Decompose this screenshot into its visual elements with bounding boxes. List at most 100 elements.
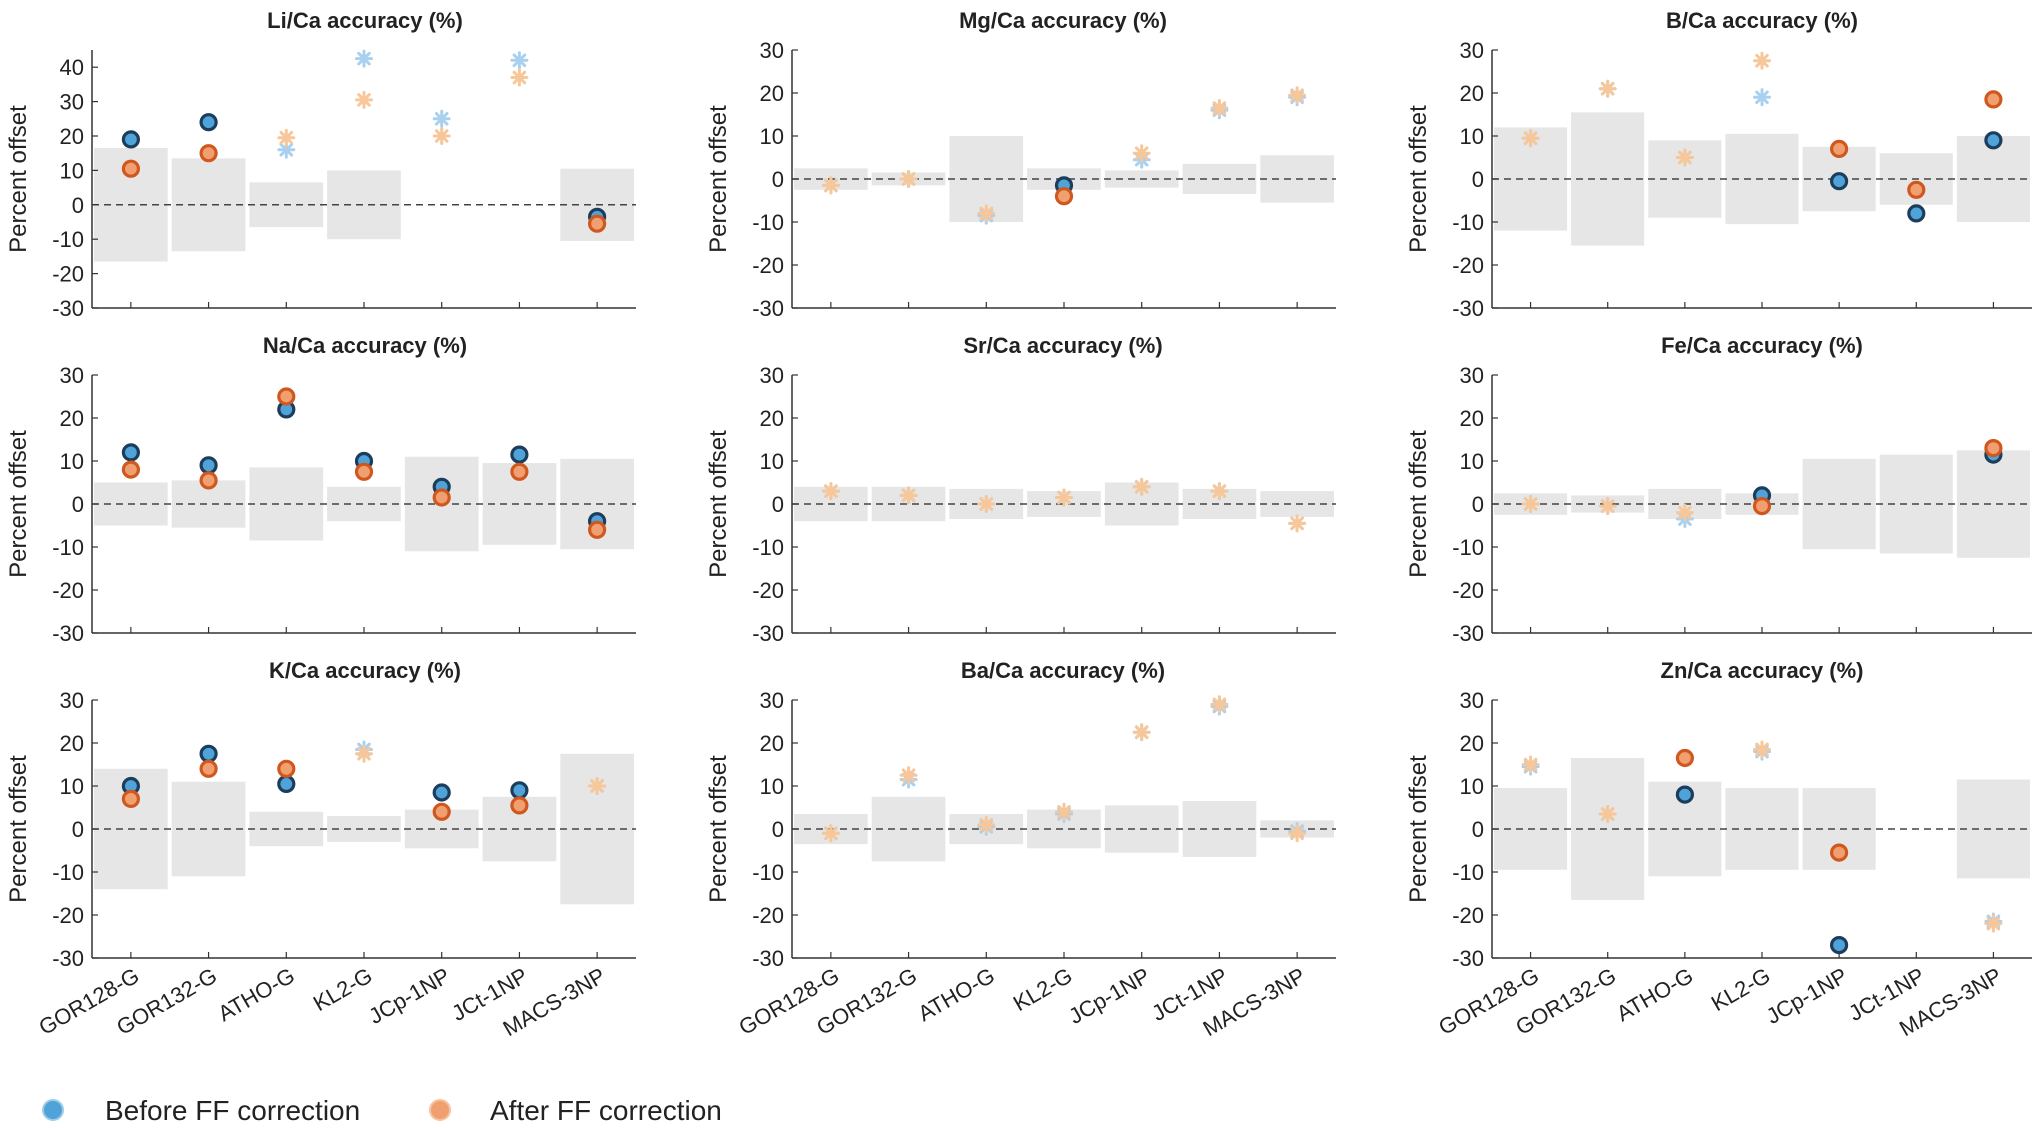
point-before-star <box>432 109 451 128</box>
x-tick-label: ATHO-G <box>214 963 299 1027</box>
point-before <box>121 130 140 149</box>
point-after-star <box>821 176 840 195</box>
y-axis-label: Percent offset <box>705 105 732 253</box>
x-tick-label: ATHO-G <box>914 963 999 1027</box>
y-axis-label: Percent offset <box>5 755 32 903</box>
panel-title: Li/Ca accuracy (%) <box>267 8 463 33</box>
point-before <box>199 113 218 132</box>
y-tick-label: -20 <box>52 903 84 928</box>
y-tick-label: -10 <box>52 227 84 252</box>
x-tick-label: JCp-1NP <box>1762 963 1852 1029</box>
uncertainty-band <box>1802 458 1876 550</box>
point-after-star <box>1598 805 1617 823</box>
y-tick-label: 30 <box>1460 363 1484 388</box>
panel: -30 -20 -10 0 10 20 30 Percent offset Mg/Ca accu… <box>705 8 1336 321</box>
y-tick-label: 30 <box>760 688 784 713</box>
y-tick-label: 0 <box>772 817 784 842</box>
uncertainty-band <box>171 158 246 252</box>
point-after-star <box>1055 802 1073 821</box>
point-after-star <box>977 495 996 513</box>
y-tick-label: 10 <box>1460 449 1484 474</box>
uncertainty-band <box>171 781 246 877</box>
point-after-star <box>899 766 918 785</box>
point-before <box>199 456 218 475</box>
y-tick-label: -10 <box>752 860 784 885</box>
y-tick-label: 10 <box>60 774 84 799</box>
y-axis-label: Percent offset <box>5 430 32 578</box>
point-after-star <box>977 204 996 223</box>
y-tick-label: -30 <box>1452 296 1484 321</box>
point-after-star <box>1055 488 1073 507</box>
point-after <box>1054 187 1074 206</box>
point-after-star <box>899 486 918 505</box>
point-after-star <box>1753 51 1771 70</box>
panel-title: Zn/Ca accuracy (%) <box>1661 658 1864 683</box>
point-after <box>587 214 607 233</box>
y-tick-label: -10 <box>52 535 84 560</box>
y-tick-label: 30 <box>1460 38 1484 63</box>
point-before <box>199 744 218 763</box>
panel: -30 -20 -10 0 10 20 30 Percent offset Na/Ca accu… <box>5 333 636 646</box>
panel-title: Fe/Ca accuracy (%) <box>1661 333 1863 358</box>
y-tick-label: 20 <box>760 81 784 106</box>
panels: -30 -20 -10 0 10 20 30 40 Percent offset Li/Ca ac… <box>5 8 2032 1041</box>
panel-title: Sr/Ca accuracy (%) <box>963 333 1162 358</box>
point-after <box>277 387 296 406</box>
point-after-star <box>1132 477 1151 496</box>
y-axis-label: Percent offset <box>1405 755 1432 903</box>
y-tick-label: -10 <box>1452 210 1484 235</box>
point-after <box>510 796 529 815</box>
y-tick-label: 20 <box>60 406 84 431</box>
point-after-star <box>1675 148 1694 167</box>
y-tick-label: -30 <box>752 946 784 971</box>
point-after-star <box>1210 99 1229 117</box>
point-after <box>1984 90 2003 109</box>
y-tick-label: 30 <box>60 688 84 713</box>
y-tick-label: 0 <box>72 492 84 517</box>
y-tick-label: 10 <box>1460 124 1484 149</box>
uncertainty-band <box>1571 112 1645 246</box>
point-before <box>1907 204 1926 223</box>
y-tick-label: 30 <box>760 363 784 388</box>
point-before <box>277 774 296 794</box>
point-after-star <box>355 744 373 763</box>
y-tick-label: -30 <box>752 296 784 321</box>
uncertainty-band <box>1571 758 1645 900</box>
y-tick-label: -10 <box>52 860 84 885</box>
point-after <box>1829 139 1849 158</box>
point-after-star <box>1521 755 1540 774</box>
y-tick-label: 30 <box>60 363 84 388</box>
y-tick-label: -20 <box>752 578 784 603</box>
y-axis-label: Percent offset <box>1405 430 1432 578</box>
y-tick-label: 40 <box>60 55 84 80</box>
y-tick-label: 20 <box>60 124 84 149</box>
y-tick-label: 10 <box>760 774 784 799</box>
y-tick-label: 20 <box>760 731 784 756</box>
y-tick-label: 10 <box>760 449 784 474</box>
point-after <box>587 520 607 539</box>
point-after-star <box>1210 695 1229 714</box>
y-tick-label: 30 <box>60 90 84 115</box>
point-before <box>432 783 451 802</box>
point-after-star <box>1288 824 1307 843</box>
point-after-star <box>1521 495 1540 513</box>
point-after <box>121 789 140 809</box>
y-tick-label: -30 <box>1452 621 1484 646</box>
point-after-star <box>432 127 451 145</box>
y-tick-label: 0 <box>72 193 84 218</box>
y-axis-label: Percent offset <box>1405 105 1432 253</box>
x-tick-label: JCp-1NP <box>364 963 454 1029</box>
y-tick-label: -10 <box>1452 535 1484 560</box>
y-tick-label: 20 <box>1460 731 1484 756</box>
point-after-star <box>1753 740 1771 759</box>
y-tick-label: 0 <box>1472 817 1484 842</box>
point-before-star <box>510 51 529 70</box>
point-after <box>121 460 140 479</box>
panel-title: K/Ca accuracy (%) <box>269 658 461 683</box>
point-after-star <box>977 815 996 834</box>
point-after <box>510 462 529 481</box>
point-after-star <box>510 68 529 87</box>
y-tick-label: -20 <box>1452 903 1484 928</box>
